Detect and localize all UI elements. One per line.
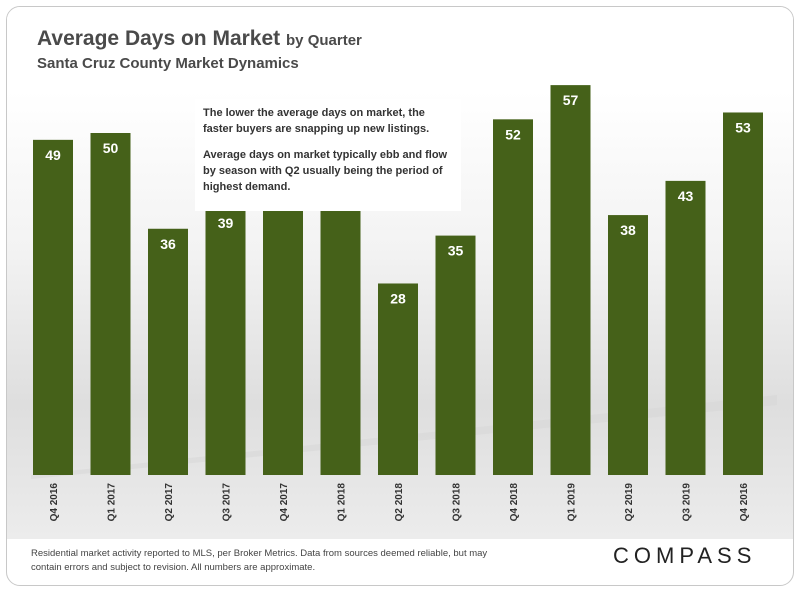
bar [33, 139, 73, 475]
data-label: 52 [505, 126, 521, 142]
x-tick-label: Q3 2018 [452, 483, 463, 522]
chart-title-suffix: by Quarter [286, 32, 362, 49]
data-label: 57 [563, 92, 579, 108]
compass-logo: COMPASS [613, 543, 757, 568]
data-label: 49 [45, 147, 61, 163]
data-label: 28 [390, 290, 406, 306]
bar [263, 187, 303, 475]
bar [435, 235, 476, 475]
annotation-text-2: Average days on market typically ebb and… [203, 149, 448, 193]
x-tick-label: Q4 2016 [49, 483, 60, 522]
chart-title-main: Average Days on Market [37, 27, 281, 50]
annotation-box: The lower the average days on market, th… [195, 99, 461, 211]
footer-disclaimer: Residential market activity reported to … [31, 548, 488, 573]
bar [493, 119, 533, 475]
x-tick-label: Q2 2018 [394, 483, 405, 522]
x-tick-label: Q1 2018 [337, 483, 348, 522]
annotation-text-1: The lower the average days on market, th… [203, 107, 430, 135]
data-label: 36 [160, 236, 176, 252]
bar [148, 228, 188, 475]
bar [320, 187, 361, 475]
bar [90, 133, 131, 475]
data-label: 39 [218, 215, 234, 231]
bar [205, 208, 246, 476]
data-label: 43 [678, 188, 694, 204]
bar [378, 283, 418, 475]
x-tick-label: Q3 2019 [682, 483, 693, 522]
chart-title: Average Days on Market by Quarter [37, 27, 362, 51]
x-tick-label: Q4 2018 [509, 483, 520, 522]
header: Average Days on Market by Quarter Santa … [7, 7, 793, 91]
chart-subtitle: Santa Cruz County Market Dynamics [37, 55, 299, 72]
data-label: 50 [103, 140, 119, 156]
data-label: 35 [448, 243, 464, 259]
x-tick-label: Q2 2019 [624, 483, 635, 522]
x-tick-label: Q4 2016 [739, 483, 750, 522]
bar [723, 112, 763, 475]
bar [608, 215, 648, 475]
x-tick-label: Q4 2017 [279, 483, 290, 522]
bar [550, 85, 591, 476]
x-tick-label: Q1 2019 [567, 483, 578, 522]
data-label: 53 [735, 119, 751, 135]
bar [665, 180, 706, 475]
x-tick-label: Q2 2017 [164, 483, 175, 522]
chart-card: Average Days on Market by Quarter Santa … [6, 6, 794, 586]
x-tick-label: Q3 2017 [222, 483, 233, 522]
x-tick-label: Q1 2017 [107, 483, 118, 522]
data-label: 38 [620, 222, 636, 238]
